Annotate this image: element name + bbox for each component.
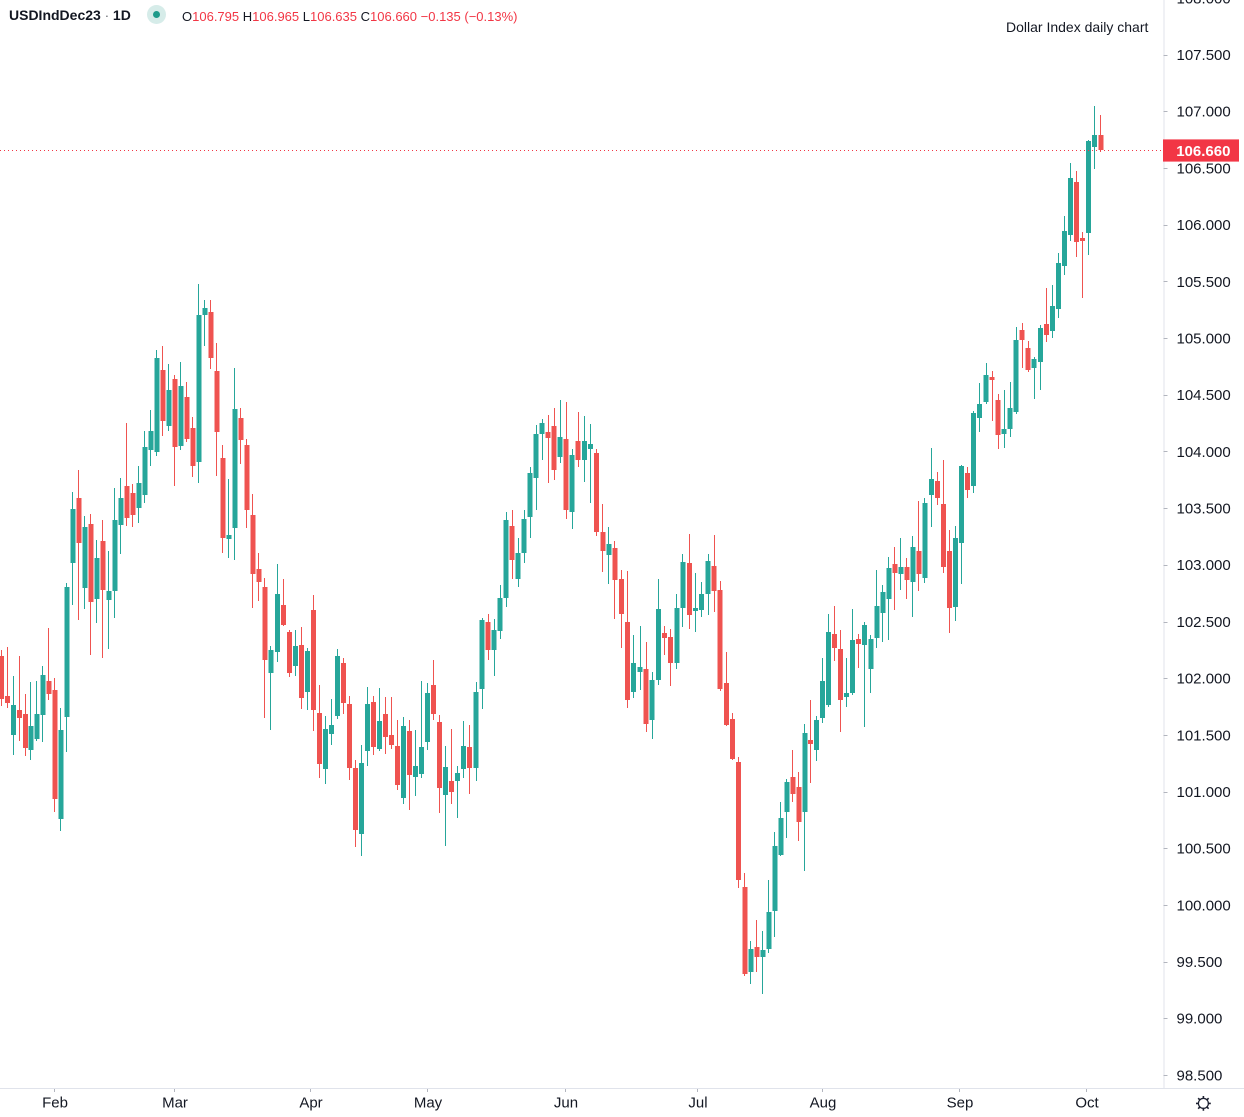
svg-text:98.500: 98.500: [1177, 1067, 1223, 1084]
svg-text:Jul: Jul: [688, 1095, 707, 1112]
svg-text:Jun: Jun: [554, 1095, 578, 1112]
svg-text:107.500: 107.500: [1177, 47, 1231, 64]
svg-text:Mar: Mar: [162, 1095, 188, 1112]
svg-text:Sep: Sep: [947, 1095, 974, 1112]
svg-text:105.000: 105.000: [1177, 331, 1231, 348]
svg-text:99.000: 99.000: [1177, 1011, 1223, 1028]
svg-text:Apr: Apr: [299, 1095, 322, 1112]
svg-text:106.660: 106.660: [1176, 143, 1230, 160]
svg-text:99.500: 99.500: [1177, 954, 1223, 971]
svg-text:103.500: 103.500: [1177, 501, 1231, 518]
svg-text:Aug: Aug: [810, 1095, 837, 1112]
svg-text:Feb: Feb: [42, 1095, 68, 1112]
svg-text:May: May: [414, 1095, 443, 1112]
svg-text:106.500: 106.500: [1177, 160, 1231, 177]
svg-text:101.500: 101.500: [1177, 727, 1231, 744]
svg-text:104.000: 104.000: [1177, 444, 1231, 461]
svg-text:Oct: Oct: [1075, 1095, 1099, 1112]
svg-text:108.000: 108.000: [1177, 0, 1231, 7]
svg-text:105.500: 105.500: [1177, 274, 1231, 291]
svg-text:100.000: 100.000: [1177, 897, 1231, 914]
svg-text:101.000: 101.000: [1177, 784, 1231, 801]
svg-text:103.000: 103.000: [1177, 557, 1231, 574]
svg-text:104.500: 104.500: [1177, 387, 1231, 404]
svg-text:106.000: 106.000: [1177, 217, 1231, 234]
svg-text:102.500: 102.500: [1177, 614, 1231, 631]
svg-text:102.000: 102.000: [1177, 671, 1231, 688]
svg-text:100.500: 100.500: [1177, 841, 1231, 858]
svg-text:107.000: 107.000: [1177, 104, 1231, 121]
